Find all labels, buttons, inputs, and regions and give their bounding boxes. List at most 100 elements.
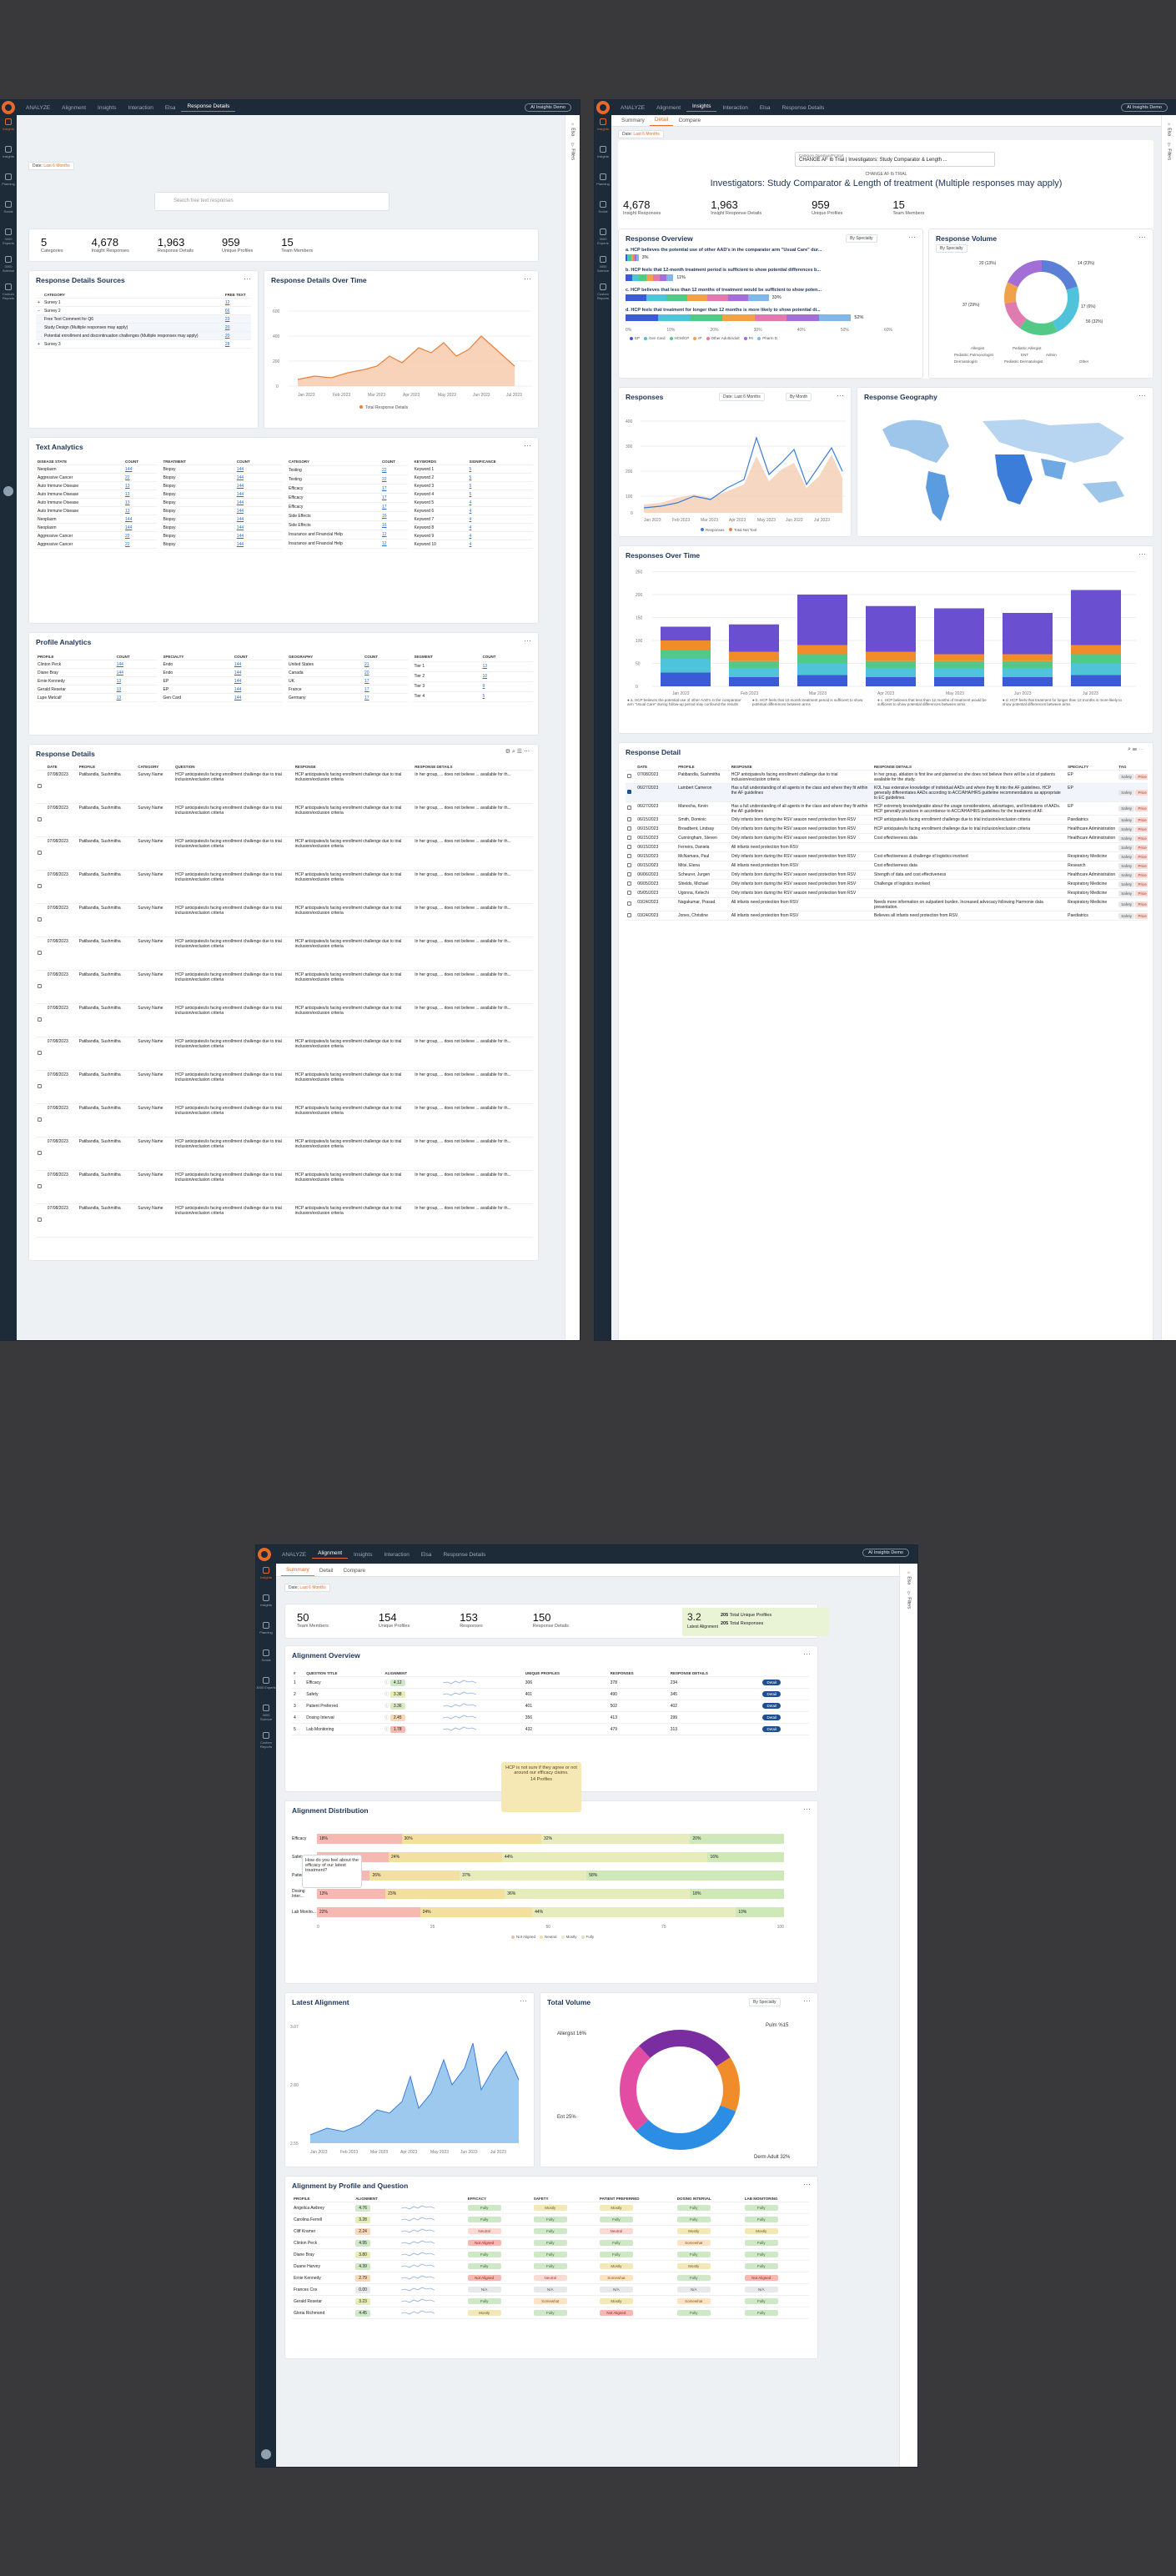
table-row[interactable]: 07/08/2023 Patibandla, Sushmitha Survey Na…: [36, 1003, 533, 1037]
table-row[interactable]: Tier 2 10: [412, 671, 533, 682]
bar-segment[interactable]: [729, 651, 779, 661]
table-row[interactable]: 1 Efficacy ⓘ 4.12 306 378 234 Detail: [292, 1676, 809, 1689]
elsa-tab[interactable]: ☼ Elsa: [1166, 122, 1172, 137]
table-row[interactable]: 06/27/2023 Lambert Cameron Has a full unde…: [626, 783, 1148, 802]
alignment-pill[interactable]: N/A: [599, 2287, 633, 2292]
table-row[interactable]: Efficacy 17: [287, 484, 408, 494]
alignment-pill[interactable]: Mostly: [676, 2263, 711, 2269]
bar-segment[interactable]: [934, 668, 984, 677]
table-row[interactable]: 07/08/2023 Patibandla, Sushmitha Survey Na…: [36, 1137, 533, 1171]
toolbar-icons[interactable]: ⌕ ☰ ⋯: [1127, 746, 1144, 752]
table-row[interactable]: 2 Safety ⓘ 3.38 401 490 345 Detail: [292, 1688, 809, 1700]
tag-safety[interactable]: Safety: [1118, 816, 1135, 823]
table-row[interactable]: Efficacy 17: [287, 502, 408, 512]
row-checkbox[interactable]: [38, 784, 42, 788]
rail-social[interactable]: Social: [595, 198, 611, 225]
overview-item[interactable]: b. HCP feels that 12-month treatment per…: [626, 268, 821, 281]
rail-science[interactable]: 3000 Science: [0, 253, 17, 280]
bar-segment[interactable]: [934, 677, 984, 686]
detail-button[interactable]: Detail: [762, 1714, 781, 1720]
alignment-pill[interactable]: Fully: [676, 2275, 711, 2281]
table-row[interactable]: Biopsy 144: [161, 490, 282, 499]
row-checkbox[interactable]: [627, 826, 631, 831]
tag-safety[interactable]: Safety: [1118, 790, 1135, 796]
table-row[interactable]: 03/24/2023 Nagakumar, Prasad All infants n…: [626, 897, 1148, 911]
alignment-pill[interactable]: N/A: [676, 2287, 711, 2292]
table-row[interactable]: Auto Immune Disease 13: [36, 506, 157, 515]
table-row[interactable]: Biopsy 144: [161, 531, 282, 540]
alignment-pill[interactable]: Somewhat: [599, 2275, 633, 2281]
row-checkbox[interactable]: [38, 884, 42, 888]
distribution-row[interactable]: Efficacy 18% 30% 32% 20%: [292, 1830, 809, 1848]
tab-detail[interactable]: Detail: [649, 117, 674, 126]
nav-response-details[interactable]: Response Details: [181, 103, 236, 112]
row-checkbox[interactable]: [627, 871, 631, 876]
row-checkbox[interactable]: [38, 1117, 42, 1122]
table-row[interactable]: 06/15/2023 Mitsi, Elena All infants need p…: [626, 861, 1148, 871]
nav-interaction[interactable]: Interaction: [128, 104, 153, 111]
tab-summary[interactable]: Summary: [621, 118, 645, 123]
tag-price[interactable]: Price: [1135, 881, 1148, 887]
bar-segment[interactable]: [1071, 590, 1121, 645]
table-row[interactable]: Angelica Awbrey 4.76 Fully Mostly Mostly Full…: [292, 2202, 809, 2214]
more-icon[interactable]: ⋯: [1138, 233, 1146, 241]
tag-price[interactable]: Price: [1135, 835, 1148, 841]
row-checkbox[interactable]: [627, 890, 631, 895]
table-row[interactable]: UK 17: [287, 676, 408, 685]
nav-alignment[interactable]: Alignment: [312, 1550, 349, 1559]
alignment-pill[interactable]: Mostly: [533, 2205, 567, 2211]
tag-safety[interactable]: Safety: [1118, 844, 1135, 851]
nav-elsa[interactable]: Elsa: [164, 104, 176, 111]
rail-custom-reports[interactable]: Custom Reports: [256, 1729, 276, 1756]
bar-segment[interactable]: [661, 659, 711, 673]
alignment-pill[interactable]: Not Aligned: [744, 2275, 778, 2281]
tag-safety[interactable]: Safety: [1118, 912, 1135, 919]
table-row[interactable]: 06/05/2023 Shields, Michael Only infants b…: [626, 879, 1148, 889]
alignment-pill[interactable]: Fully: [676, 2205, 711, 2211]
table-row[interactable]: 3 Patient Preferred ⓘ 3.36 401 502 402 Detail: [292, 1700, 809, 1712]
table-row[interactable]: 05/05/2023 Ugonna, Kelechi Only infants bo…: [626, 888, 1148, 898]
bar-segment[interactable]: [729, 660, 779, 668]
row-checkbox[interactable]: [38, 917, 42, 921]
alignment-pill[interactable]: Fully: [599, 2252, 633, 2257]
table-row[interactable]: Diane Bray 144: [36, 668, 157, 677]
bar-segment[interactable]: [1003, 660, 1053, 668]
demo-dropdown[interactable]: AI Insights Demo: [862, 1549, 909, 1557]
rail-experts[interactable]: 3000 Experts: [0, 225, 17, 253]
more-icon[interactable]: ⋯: [524, 441, 531, 449]
bar-segment[interactable]: [866, 605, 916, 652]
table-row[interactable]: Biopsy 144: [161, 523, 282, 532]
table-row[interactable]: Gen Card 144: [161, 693, 282, 702]
table-row[interactable]: 07/08/2023 Patibandla, Sushmitha Survey Na…: [36, 970, 533, 1004]
rail-social[interactable]: Social: [0, 198, 17, 225]
tag-price[interactable]: Price: [1135, 853, 1148, 860]
row-checkbox[interactable]: [38, 817, 42, 821]
bar-segment[interactable]: [1071, 645, 1121, 655]
bar-segment[interactable]: [729, 624, 779, 652]
table-row[interactable]: Neoplasm 144: [36, 523, 157, 532]
table-row[interactable]: Gerald Resetar 13: [36, 685, 157, 694]
table-row[interactable]: France 17: [287, 685, 408, 694]
tag-price[interactable]: Price: [1135, 806, 1148, 811]
table-row[interactable]: Efficacy 17: [287, 493, 408, 503]
row-checkbox[interactable]: [38, 1084, 42, 1088]
filters-tab[interactable]: ▽ Filters: [906, 1591, 912, 1609]
table-row[interactable]: EP 144: [161, 676, 282, 685]
alignment-pill[interactable]: Somewhat: [676, 2240, 711, 2246]
table-row[interactable]: Germany 17: [287, 693, 408, 702]
date-filter[interactable]: Date: Last 6 Months: [28, 162, 74, 170]
alignment-pill[interactable]: Fully: [467, 2252, 501, 2257]
rail-planning[interactable]: Planning: [256, 1619, 276, 1646]
tag-price[interactable]: Price: [1135, 862, 1148, 869]
bar-segment[interactable]: [797, 595, 847, 645]
overview-item[interactable]: a. HCP believes the potential use of oth…: [626, 248, 822, 261]
alignment-pill[interactable]: Fully: [676, 2217, 711, 2222]
table-row[interactable]: Ernie Kennedy 2.79 Not Aligned Neutral Somew…: [292, 2272, 809, 2284]
row-checkbox[interactable]: [38, 951, 42, 955]
tag-price[interactable]: Price: [1135, 871, 1148, 878]
table-row[interactable]: Biopsy 144: [161, 473, 282, 482]
